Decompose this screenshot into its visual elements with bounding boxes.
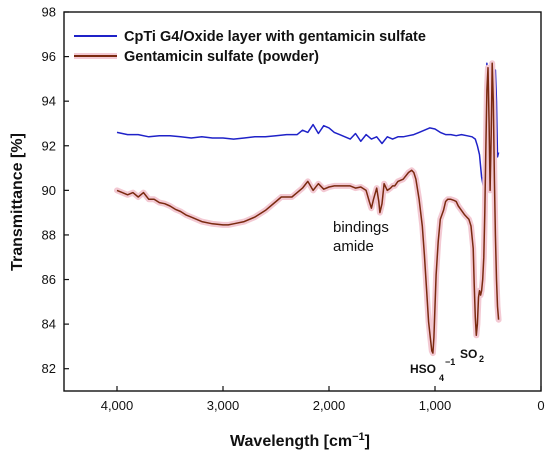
y-axis-title: Transmittance [%] <box>9 133 26 271</box>
y-tick-label: 90 <box>42 183 56 198</box>
series-line-gentamicin-powder <box>116 62 500 354</box>
x-tick-label: 1,000 <box>419 398 452 413</box>
annotation-hso-main: HSO <box>410 362 436 376</box>
legend: CpTi G4/Oxide layer with gentamicin sulf… <box>74 29 426 65</box>
annotation-amide: amide <box>333 238 374 255</box>
x-tick-label: 3,000 <box>207 398 240 413</box>
x-axis-title-main: Wavelength [cm <box>230 433 352 450</box>
annotation-hso-sub: 4 <box>439 373 444 383</box>
plot-area <box>63 11 542 392</box>
y-tick-label: 86 <box>42 272 56 287</box>
x-tick-label: 0 <box>537 398 544 413</box>
tick-layer: 4,000 3,000 2,000 1,000 0 82 84 86 88 90 92 94 96 98 <box>42 5 545 414</box>
x-tick-label: 2,000 <box>313 398 346 413</box>
legend-label-oxide-layer: CpTi G4/Oxide layer with gentamicin sulf… <box>124 29 426 45</box>
annotation-so2: SO 2 <box>460 347 484 364</box>
annotation-so-main: SO <box>460 347 477 361</box>
y-tick-label: 98 <box>42 5 56 20</box>
x-axis-title-end: ] <box>365 433 370 450</box>
x-tick-label: 4,000 <box>101 398 134 413</box>
legend-label-gentamicin-powder: Gentamicin sulfate (powder) <box>124 49 319 65</box>
annotation-so-sub: 2 <box>479 354 484 364</box>
y-tick-label: 96 <box>42 49 56 64</box>
annotation-bindings: bindings <box>333 219 389 236</box>
y-tick-label: 84 <box>42 317 56 332</box>
series-layer <box>114 60 502 357</box>
annotation-hso-sup: −1 <box>445 357 455 367</box>
y-tick-label: 92 <box>42 138 56 153</box>
x-axis-title-sup: −1 <box>352 431 365 443</box>
y-tick-label: 94 <box>42 94 56 109</box>
y-tick-label: 88 <box>42 227 56 242</box>
x-axis-title: Wavelength [cm−1] <box>230 431 370 450</box>
y-tick-label: 82 <box>42 361 56 376</box>
annotation-hso4: HSO 4 −1 <box>410 357 455 383</box>
